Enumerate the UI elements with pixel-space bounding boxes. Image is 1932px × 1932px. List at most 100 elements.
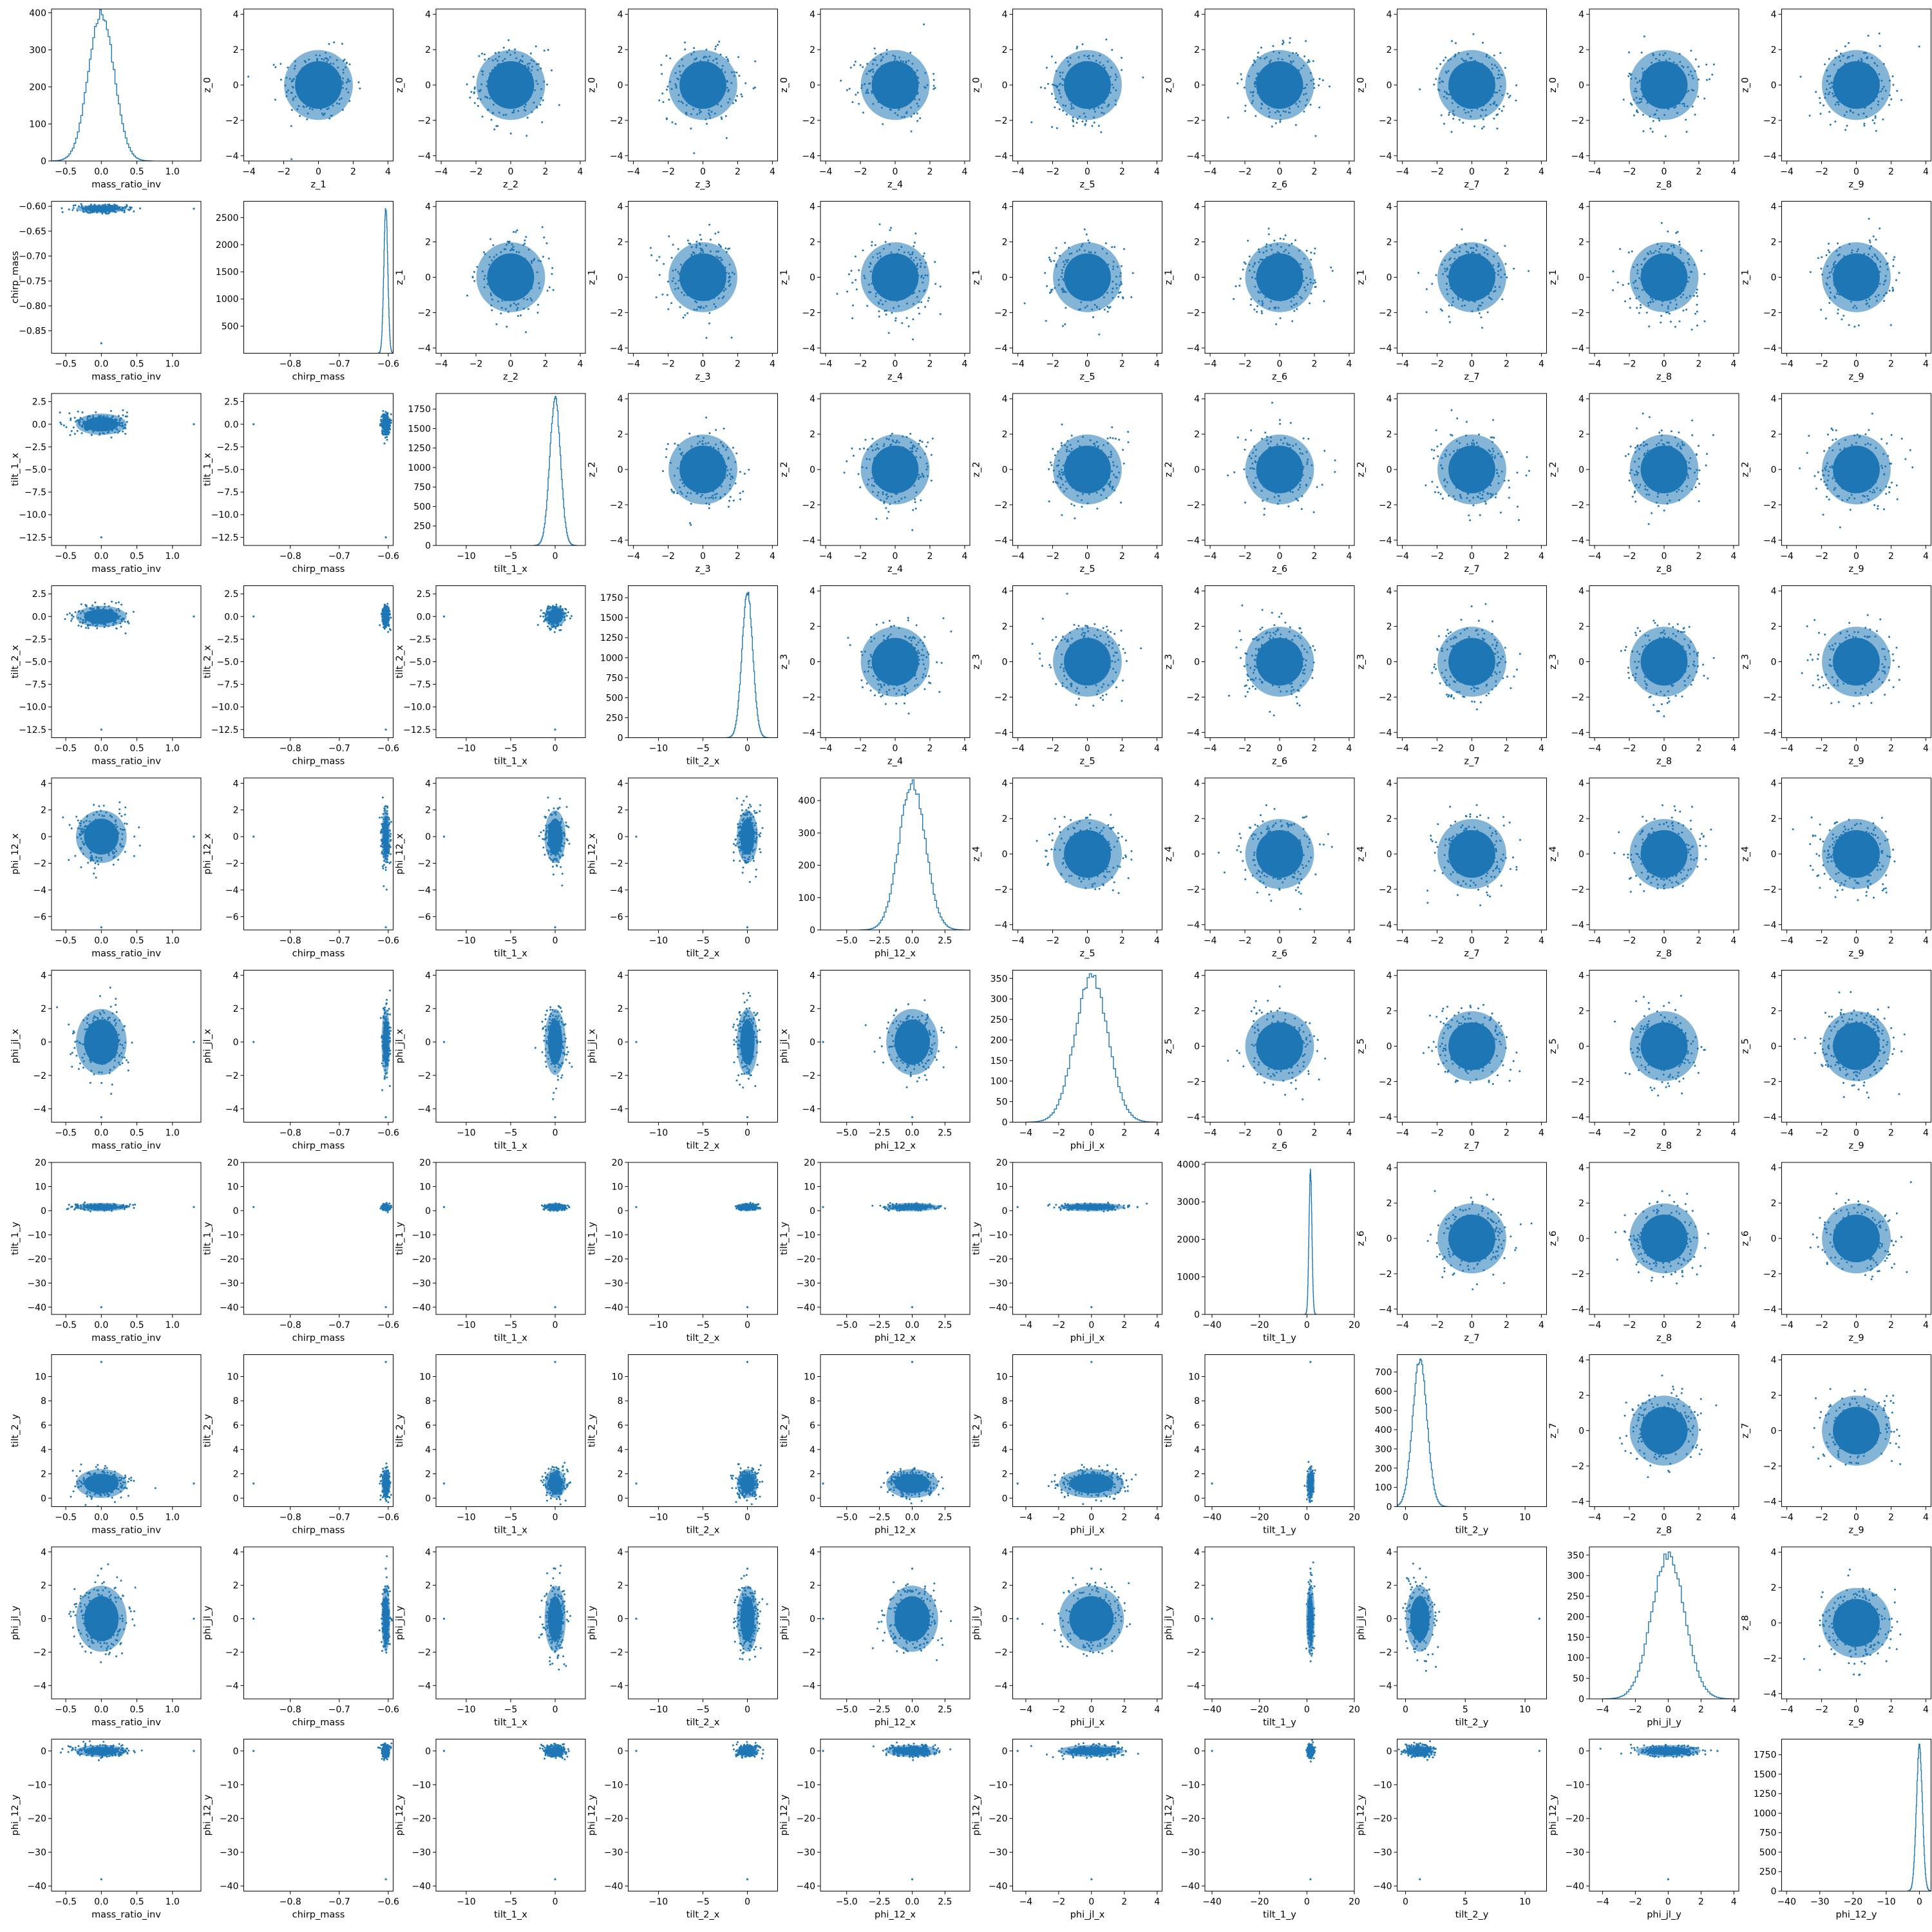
y-tick-label: 6 — [1002, 1421, 1008, 1431]
y-tick-label: 4 — [1002, 1445, 1008, 1455]
x-tick-label: 0.5 — [129, 1705, 144, 1715]
scatter-outlier — [384, 926, 387, 929]
x-tick-label: −5.0 — [836, 936, 858, 946]
y-axis-label: phi_12_x — [10, 833, 21, 875]
scatter-halo — [1822, 50, 1891, 120]
x-axis-label: mass_ratio_inv — [91, 372, 161, 383]
x-axis-label: z_6 — [1272, 949, 1287, 959]
y-tick-label: −4 — [610, 886, 623, 896]
x-tick-label: −0.6 — [377, 1320, 399, 1331]
x-tick-label: 2 — [1121, 1897, 1127, 1908]
panel-content — [442, 603, 573, 731]
y-tick-label: 4 — [1578, 971, 1584, 981]
x-axis-label: phi_12_x — [875, 949, 916, 959]
x-tick-label: −4 — [1588, 167, 1602, 177]
y-tick-label: 2 — [425, 238, 431, 248]
panel-r5-c0: −0.5 0.0 0.5 1.0−4−2024mass_ratio_invphi_jl… — [10, 970, 202, 1151]
x-tick-label: 4 — [770, 167, 775, 177]
scatter-outlier — [252, 615, 255, 618]
y-tick-label: −40 — [1180, 1882, 1200, 1892]
y-tick-label: 400 — [798, 796, 815, 806]
x-tick-label: −2 — [1623, 744, 1636, 754]
x-tick-label: 0 — [1403, 1897, 1408, 1908]
y-tick-label: −4 — [1186, 343, 1200, 354]
scatter-halo — [1059, 1745, 1124, 1757]
x-tick-label: 0 — [893, 744, 898, 754]
x-tick-label: 4 — [1154, 936, 1160, 946]
x-tick-label: 2 — [1504, 167, 1510, 177]
y-tick-label: −30 — [1565, 1848, 1584, 1858]
x-tick-label: −0.5 — [55, 1897, 77, 1908]
y-tick-label: −2 — [1571, 1077, 1584, 1087]
panel-content — [847, 617, 952, 715]
panel-content — [52, 9, 153, 161]
x-tick-label: −4 — [1396, 359, 1409, 370]
scatter-outlier — [822, 1750, 824, 1752]
x-axis-label: z_5 — [1079, 564, 1095, 574]
x-tick-label: −4 — [1011, 744, 1025, 754]
x-tick-label: −4 — [1780, 1705, 1794, 1715]
y-tick-label: −20 — [27, 1255, 46, 1265]
x-axis-label: tilt_1_x — [494, 1526, 527, 1536]
x-tick-label: −4 — [1019, 1128, 1033, 1139]
x-tick-label: −4 — [1780, 936, 1794, 946]
panel-content — [1907, 1743, 1931, 1891]
y-axis-label: tilt_2_y — [1164, 1414, 1174, 1447]
scatter-halo — [1405, 1745, 1434, 1757]
x-tick-label: 4 — [1923, 1513, 1929, 1523]
axes-frame — [1204, 1739, 1355, 1891]
axes-frame — [1204, 1354, 1355, 1507]
y-tick-label: −2 — [417, 308, 431, 318]
scatter-outlier — [911, 1306, 914, 1309]
y-tick-label: 0 — [1387, 1502, 1392, 1513]
y-tick-label: 2 — [1387, 45, 1392, 55]
x-tick-label: 0 — [893, 359, 898, 370]
y-tick-label: 6 — [618, 1421, 623, 1431]
y-tick-label: 4 — [1578, 394, 1584, 404]
y-tick-label: −4 — [1763, 920, 1777, 931]
scatter-outlier — [746, 1878, 749, 1880]
x-axis-label: phi_12_x — [875, 1718, 916, 1728]
x-tick-label: 0 — [1304, 1320, 1310, 1331]
y-tick-label: 0 — [1771, 80, 1777, 91]
y-tick-label: 10 — [804, 1372, 815, 1382]
x-tick-label: −2 — [1623, 1513, 1636, 1523]
x-tick-label: −10 — [457, 1513, 476, 1523]
x-axis-label: tilt_1_y — [1263, 1718, 1296, 1728]
y-tick-label: 4 — [1194, 394, 1200, 404]
x-tick-label: 0 — [553, 1897, 558, 1908]
x-tick-label: −2 — [661, 167, 675, 177]
panel-r2-c1: −0.8 −0.7 −0.6−12.5−10.0−7.5−5.0−2.50.02.5… — [203, 393, 399, 574]
y-tick-label: −2 — [1186, 1077, 1200, 1087]
x-tick-label: 4 — [1154, 744, 1160, 754]
scatter-outlier — [1211, 1750, 1213, 1752]
y-tick-label: 0 — [810, 658, 815, 668]
y-tick-label: −2 — [1571, 1269, 1584, 1280]
x-axis-label: mass_ratio_inv — [91, 1718, 161, 1728]
x-tick-label: −10 — [649, 1513, 668, 1523]
x-tick-label: 2 — [1888, 1513, 1894, 1523]
y-tick-label: 4 — [425, 1445, 431, 1455]
x-tick-label: 4 — [961, 167, 967, 177]
y-tick-label: 0 — [618, 832, 623, 842]
x-tick-label: 0 — [700, 167, 706, 177]
panel-content — [822, 1567, 952, 1662]
y-tick-label: −12.5 — [19, 533, 46, 543]
x-tick-label: 4 — [1731, 1705, 1737, 1715]
x-tick-label: 0 — [893, 551, 898, 562]
panel-r4-c0: −0.5 0.0 0.5 1.0−6−4−2024mass_ratio_invphi_… — [10, 777, 202, 959]
y-tick-label: 1000 — [408, 463, 431, 473]
y-axis-label: z_5 — [1164, 1038, 1174, 1054]
x-tick-label: 2 — [1119, 551, 1125, 562]
x-tick-label: 4 — [1154, 1513, 1160, 1523]
scatter-outlier — [384, 1878, 387, 1880]
y-tick-label: 0 — [618, 465, 623, 475]
y-tick-label: 100 — [798, 893, 815, 904]
y-tick-label: 500 — [1375, 1406, 1392, 1416]
